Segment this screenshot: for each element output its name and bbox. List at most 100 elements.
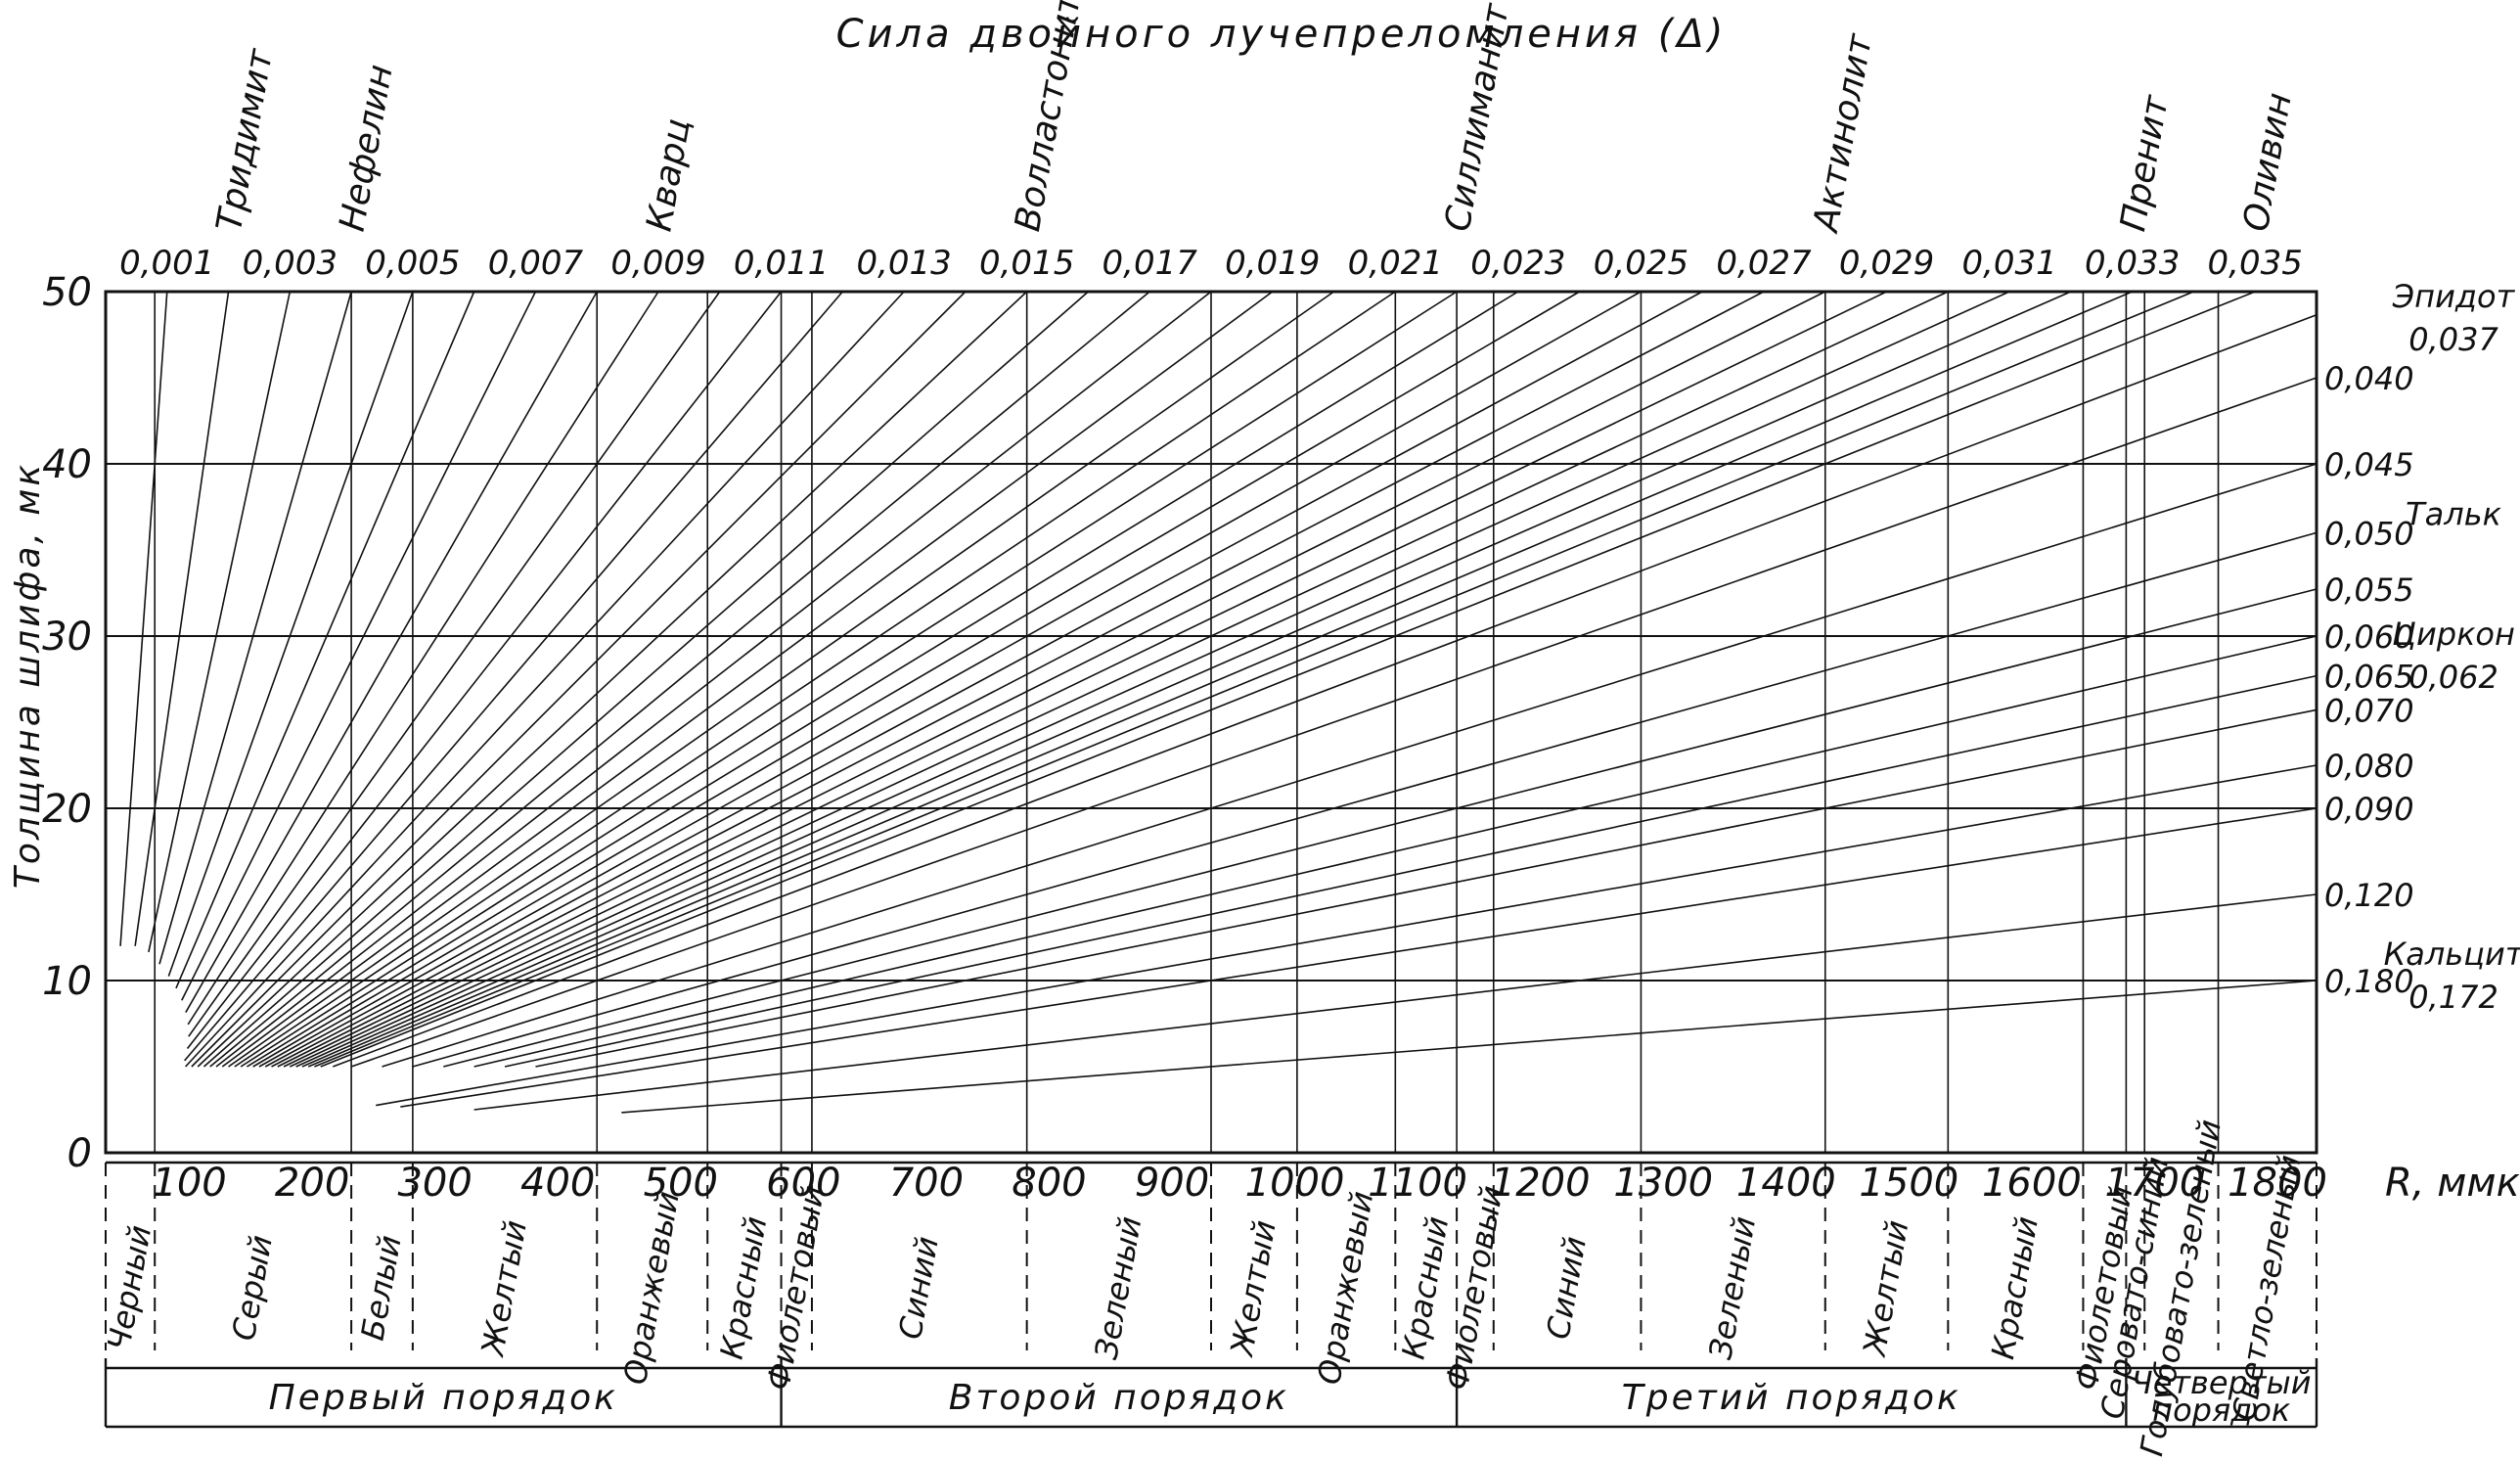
birefringence-line (134, 291, 230, 946)
interference-color-label: Фиолетовый (1438, 1183, 1510, 1393)
x-tick-label: 1300 (1613, 1161, 1713, 1206)
birefringence-line (158, 291, 352, 965)
birefringence-line (188, 291, 721, 1037)
x-tick-label: 1800 (2228, 1161, 2327, 1206)
top-birefringence-label: 0,029 (1839, 244, 1934, 283)
mineral-label: Кварц (639, 115, 698, 235)
x-tick-label: 400 (520, 1161, 595, 1206)
interference-color-label: Фиолетовый (759, 1183, 832, 1393)
birefringence-line (197, 291, 1028, 1068)
birefringence-line (119, 291, 168, 946)
x-tick-label: 1000 (1245, 1161, 1345, 1206)
birefringence-line (621, 980, 2318, 1114)
birefringence-line (504, 674, 2318, 1068)
birefringence-line (258, 291, 1642, 1068)
order-label: порядок (2152, 1392, 2291, 1429)
birefringence-line (320, 291, 2256, 1068)
birefringence-line (202, 291, 1089, 1068)
birefringence-line (350, 377, 2318, 1068)
birefringence-line (191, 291, 967, 1068)
order-label: Второй порядок (949, 1378, 1289, 1418)
right-birefringence-label: 0,040 (2324, 360, 2414, 397)
y-axis-label: Толщина шлифа, мк (8, 462, 48, 889)
birefringence-line (185, 291, 905, 1068)
y-tick-label: 10 (42, 959, 92, 1004)
birefringence-line (264, 291, 1703, 1068)
birefringence-line (283, 291, 1887, 1068)
x-tick-label: 600 (766, 1161, 840, 1206)
interference-color-label: Зеленый (1087, 1213, 1148, 1362)
top-birefringence-label: 0,011 (734, 244, 829, 283)
birefringence-line (289, 291, 1949, 1068)
order-label: Первый порядок (269, 1378, 618, 1418)
interference-color-label: Синий (1539, 1234, 1594, 1343)
top-birefringence-label: 0,017 (1102, 244, 1198, 283)
x-axis-label: R, ммк (2385, 1161, 2520, 1206)
x-tick-label: 500 (644, 1161, 718, 1206)
birefringence-line (252, 291, 1581, 1068)
x-tick-label: 700 (889, 1161, 964, 1206)
top-birefringence-label: 0,025 (1594, 244, 1688, 283)
birefringence-line (187, 291, 659, 1026)
birefringence-line (167, 291, 414, 977)
top-birefringence-label: 0,007 (488, 244, 584, 283)
order-label: Третий порядок (1622, 1378, 1961, 1418)
interference-color-label: Белый (354, 1233, 409, 1344)
birefringence-line (301, 291, 2072, 1068)
interference-color-label: Желтый (1223, 1217, 1283, 1360)
x-tick-label: 1400 (1736, 1161, 1836, 1206)
interference-color-label: Синий (891, 1234, 946, 1343)
birefringence-line (221, 291, 1274, 1068)
x-tick-label: 100 (152, 1161, 226, 1206)
grid (106, 292, 2317, 1153)
birefringence-lines (119, 291, 2318, 1114)
interference-color-label: Желтый (1856, 1217, 1916, 1360)
birefringence-line (376, 764, 2318, 1107)
chart-title: Сила двойного лучепреломления (Δ) (836, 12, 1728, 57)
right-birefringence-label: 0,120 (2324, 877, 2414, 914)
birefringence-line (183, 291, 843, 1062)
birefringence-line (215, 291, 1212, 1068)
right-birefringence-label: 0,055 (2324, 571, 2414, 609)
mineral-value-right: 0,062 (2408, 659, 2498, 696)
mineral-label: Оливин (2236, 90, 2300, 235)
right-birefringence-label: 0,180 (2324, 963, 2414, 1000)
top-birefringence-label: 0,013 (856, 244, 951, 283)
birefringence-line (175, 291, 475, 989)
mineral-value-right: 0,172 (2408, 979, 2498, 1016)
top-birefringence-label: 0,009 (610, 244, 705, 283)
mineral-label-right: Тальк (2406, 495, 2501, 532)
mineral-label: Тридимит (209, 45, 281, 234)
top-birefringence-label: 0,033 (2085, 244, 2180, 283)
order-label: Четвертый (2132, 1364, 2312, 1401)
birefringence-line (400, 807, 2318, 1108)
interference-color-label: Красный (1984, 1213, 2046, 1362)
top-birefringence-label: 0,003 (243, 244, 338, 283)
interference-color-label: Оранжевый (1310, 1189, 1380, 1388)
mineral-label: Актинолит (1806, 30, 1880, 237)
x-tick-label: 1100 (1368, 1161, 1467, 1206)
x-tick-label: 300 (397, 1161, 472, 1206)
mineral-label: Нефелин (333, 62, 401, 235)
birefringence-line (209, 291, 1150, 1068)
birefringence-line (234, 291, 1396, 1068)
birefringence-line (246, 291, 1519, 1068)
mineral-label-right: Эпидот (2392, 278, 2516, 315)
top-birefringence-label: 0,031 (1961, 244, 2056, 283)
mineral-value-right: 0,037 (2408, 321, 2498, 358)
right-birefringence-label: 0,080 (2324, 748, 2414, 785)
interference-color-label: Желтый (473, 1217, 534, 1360)
plot-frame (104, 290, 2318, 1155)
birefringence-line (185, 291, 598, 1013)
birefringence-line (240, 291, 1458, 1068)
top-birefringence-label: 0,021 (1348, 244, 1443, 283)
right-birefringence-label: 0,090 (2324, 791, 2414, 828)
top-birefringence-label: 0,035 (2208, 244, 2303, 283)
top-birefringence-label: 0,005 (365, 244, 460, 283)
birefringence-line (535, 708, 2318, 1068)
y-tick-label: 20 (42, 787, 92, 832)
right-birefringence-label: 0,045 (2324, 446, 2414, 483)
birefringence-line (148, 291, 292, 953)
interference-color-label: Красный (713, 1213, 775, 1362)
x-tick-label: 1200 (1491, 1161, 1591, 1206)
